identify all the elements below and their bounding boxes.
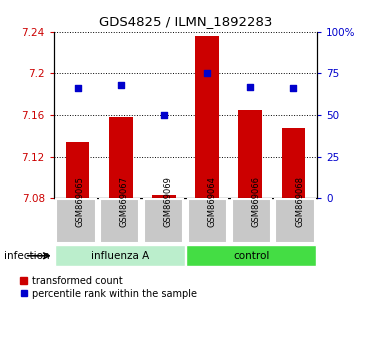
Text: GSM869066: GSM869066 [252, 176, 260, 227]
Text: control: control [233, 251, 270, 261]
Bar [66, 142, 89, 198]
Bar [109, 117, 133, 198]
Bar [144, 199, 183, 243]
Bar [238, 110, 262, 198]
Text: GSM869065: GSM869065 [76, 176, 85, 227]
Point [161, 112, 167, 118]
Point [290, 86, 296, 91]
Point [118, 82, 124, 88]
Title: GDS4825 / ILMN_1892283: GDS4825 / ILMN_1892283 [99, 15, 272, 28]
Bar [195, 36, 219, 198]
Text: infection: infection [4, 251, 49, 261]
Bar [100, 199, 139, 243]
Point [204, 71, 210, 76]
Bar [275, 199, 315, 243]
Bar [152, 195, 176, 198]
Legend: transformed count, percentile rank within the sample: transformed count, percentile rank withi… [20, 276, 197, 298]
Bar [188, 199, 227, 243]
Text: GSM869064: GSM869064 [207, 176, 216, 227]
Text: GSM869067: GSM869067 [119, 176, 129, 227]
Bar [56, 199, 96, 243]
Text: GSM869068: GSM869068 [295, 176, 304, 227]
Text: GSM869069: GSM869069 [164, 176, 173, 227]
Bar [55, 245, 185, 266]
Bar [232, 199, 271, 243]
Point [247, 84, 253, 90]
Bar [186, 245, 316, 266]
Point [75, 86, 81, 91]
Text: influenza A: influenza A [91, 251, 149, 261]
Bar [282, 127, 305, 198]
